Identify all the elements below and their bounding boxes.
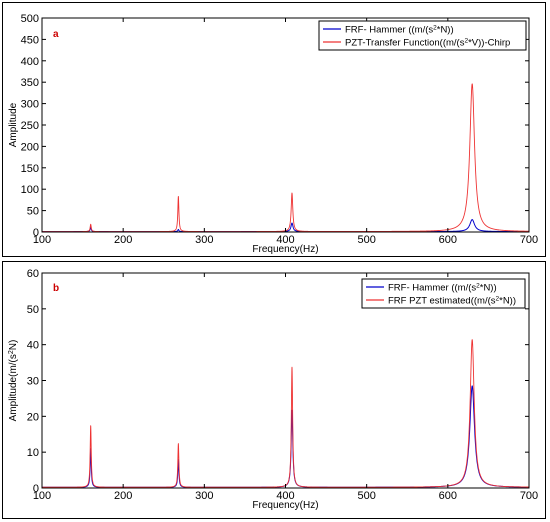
legend-entry: FRF- Hammer ((m/(s2*N)) [388, 282, 497, 294]
x-tick-label: 300 [195, 234, 213, 246]
legend-entry: PZT-Transfer Function((m/(s2*V))-Chirp [345, 37, 510, 49]
legend-entry: FRF- Hammer ((m/(s2*N)) [345, 24, 454, 36]
y-tick-label: 30 [27, 376, 39, 388]
legend-entry: FRF PZT estimated((m/(s2*N)) [388, 295, 516, 307]
panel-b: 100 200 300 400 500 600 700 0 10 20 30 40 50 60 Freque… [8, 268, 539, 511]
y-tick-label: 500 [21, 13, 39, 25]
legend-box [361, 278, 526, 309]
y-tick-label: 100 [21, 184, 39, 196]
y-tick-label: 450 [21, 34, 39, 46]
x-axis-title: Frequency(Hz) [252, 500, 318, 511]
x-tick-label: 100 [33, 234, 51, 246]
y-tick-label: 350 [21, 77, 39, 89]
x-tick-label: 500 [357, 234, 375, 246]
x-tick-label: 500 [357, 490, 375, 502]
y-tick-label: 50 [27, 304, 39, 316]
y-tick-label: 10 [27, 447, 39, 459]
y-tick-label: 40 [27, 340, 39, 352]
y-tick-label: 20 [27, 411, 39, 423]
y-tick-label: 0 [33, 483, 39, 495]
y-tick-label: 400 [21, 56, 39, 68]
y-tick-label: 50 [27, 206, 39, 218]
x-tick-label: 400 [276, 490, 294, 502]
x-axis-title: Frequency(Hz) [252, 244, 318, 255]
x-tick-label: 200 [114, 490, 132, 502]
x-tick-label: 400 [276, 234, 294, 246]
panel-letter: a [53, 29, 59, 40]
x-tick-label: 100 [33, 490, 51, 502]
legend-box [318, 20, 527, 51]
panel-a: 100 200 300 400 500 600 700 0 50 100 150 200 250 300 3… [8, 13, 538, 255]
y-tick-label: 0 [33, 227, 39, 239]
x-tick-label: 600 [439, 234, 457, 246]
x-tick-label: 700 [520, 490, 538, 502]
x-tick-label: 700 [520, 234, 538, 246]
y-tick-label: 200 [21, 141, 39, 153]
series-line-blue [41, 385, 530, 488]
y-axis-title: Amplitude [8, 102, 19, 147]
series-line-red [41, 339, 530, 488]
y-tick-label: 300 [21, 99, 39, 111]
x-tick-label: 600 [439, 490, 457, 502]
panel-letter: b [53, 283, 59, 294]
x-tick-label: 300 [195, 490, 213, 502]
y-tick-label: 60 [27, 268, 39, 280]
y-tick-label: 150 [21, 163, 39, 175]
y-axis-title: Amplitude(m/(s2N) [8, 340, 20, 422]
y-tick-label: 250 [21, 120, 39, 132]
legend: FRF- Hammer ((m/(s2*N))PZT-Transfer Func… [318, 20, 527, 51]
series-line-red [41, 83, 530, 233]
legend: FRF- Hammer ((m/(s2*N))FRF PZT estimated… [361, 278, 526, 309]
x-tick-label: 200 [114, 234, 132, 246]
